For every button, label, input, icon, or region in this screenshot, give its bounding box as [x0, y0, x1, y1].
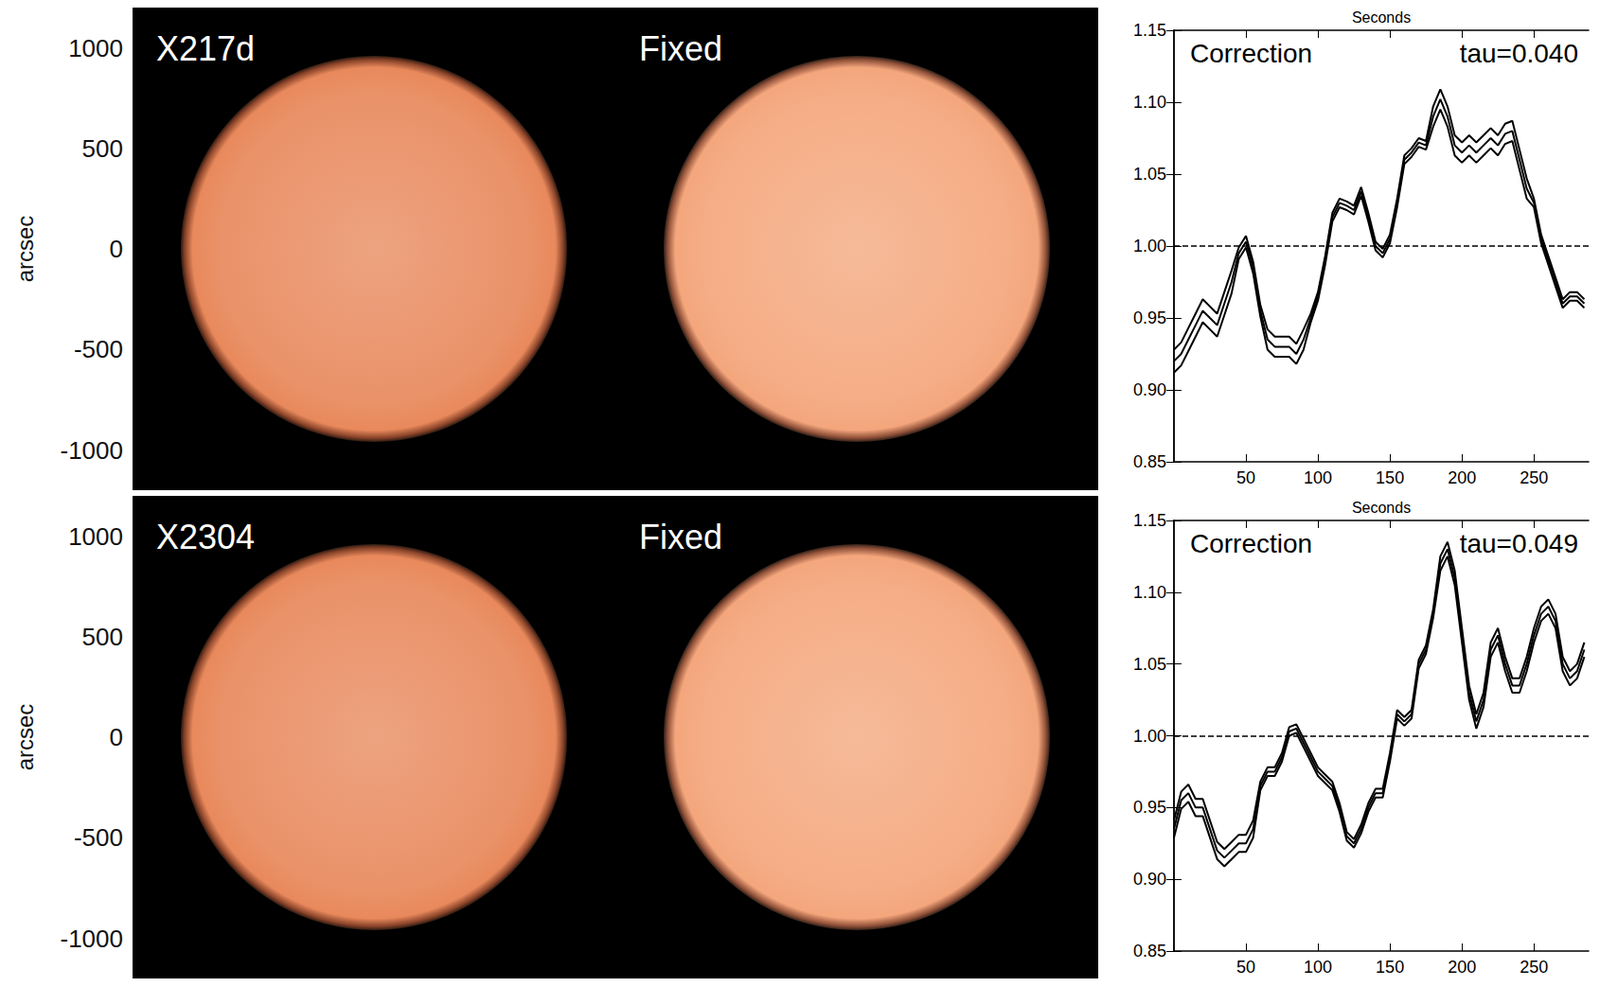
- svg-text:0.90: 0.90: [1133, 380, 1167, 400]
- svg-text:250: 250: [1519, 958, 1548, 978]
- svg-text:1.00: 1.00: [1133, 727, 1167, 747]
- svg-text:1.10: 1.10: [1133, 92, 1167, 112]
- svg-text:-1000: -1000: [60, 436, 125, 465]
- svg-text:50: 50: [1236, 958, 1256, 978]
- svg-text:50: 50: [1236, 468, 1256, 488]
- svg-text:1.05: 1.05: [1133, 655, 1167, 675]
- svg-text:250: 250: [1519, 468, 1548, 488]
- svg-text:500: 500: [82, 134, 124, 163]
- svg-text:-500: -500: [73, 335, 124, 364]
- svg-text:100: 100: [1303, 958, 1333, 978]
- svg-text:-1000: -1000: [60, 924, 125, 954]
- svg-text:1000: 1000: [68, 522, 124, 552]
- svg-text:Correction: Correction: [1190, 38, 1313, 69]
- svg-text:1.05: 1.05: [1133, 164, 1167, 184]
- svg-text:X217d: X217d: [156, 29, 255, 69]
- svg-text:500: 500: [82, 622, 124, 652]
- svg-text:200: 200: [1447, 468, 1476, 488]
- svg-text:1.10: 1.10: [1133, 583, 1167, 603]
- svg-text:Fixed: Fixed: [639, 517, 723, 557]
- svg-text:tau=0.049: tau=0.049: [1459, 529, 1579, 559]
- svg-text:0: 0: [109, 234, 124, 264]
- svg-text:Seconds: Seconds: [1351, 9, 1411, 26]
- svg-text:1.00: 1.00: [1133, 236, 1167, 256]
- svg-text:1.15: 1.15: [1133, 511, 1167, 531]
- svg-text:0.95: 0.95: [1133, 798, 1167, 818]
- svg-text:Seconds: Seconds: [1351, 499, 1411, 516]
- svg-text:tau=0.040: tau=0.040: [1459, 38, 1579, 69]
- svg-text:100: 100: [1303, 468, 1333, 488]
- svg-text:150: 150: [1375, 468, 1405, 488]
- svg-text:Correction: Correction: [1190, 529, 1313, 559]
- svg-text:0.90: 0.90: [1133, 870, 1167, 889]
- svg-text:150: 150: [1375, 958, 1405, 978]
- svg-text:Fixed: Fixed: [639, 29, 723, 69]
- svg-text:0.95: 0.95: [1133, 308, 1167, 328]
- svg-text:1.15: 1.15: [1133, 20, 1167, 40]
- svg-text:-500: -500: [73, 823, 124, 853]
- svg-text:arcsec: arcsec: [12, 704, 38, 772]
- svg-text:1000: 1000: [68, 34, 124, 63]
- svg-text:0.85: 0.85: [1133, 942, 1167, 961]
- svg-text:X2304: X2304: [156, 517, 255, 557]
- svg-text:0: 0: [109, 723, 124, 752]
- svg-text:0.85: 0.85: [1133, 452, 1167, 472]
- svg-text:200: 200: [1447, 958, 1476, 978]
- svg-text:arcsec: arcsec: [12, 215, 38, 284]
